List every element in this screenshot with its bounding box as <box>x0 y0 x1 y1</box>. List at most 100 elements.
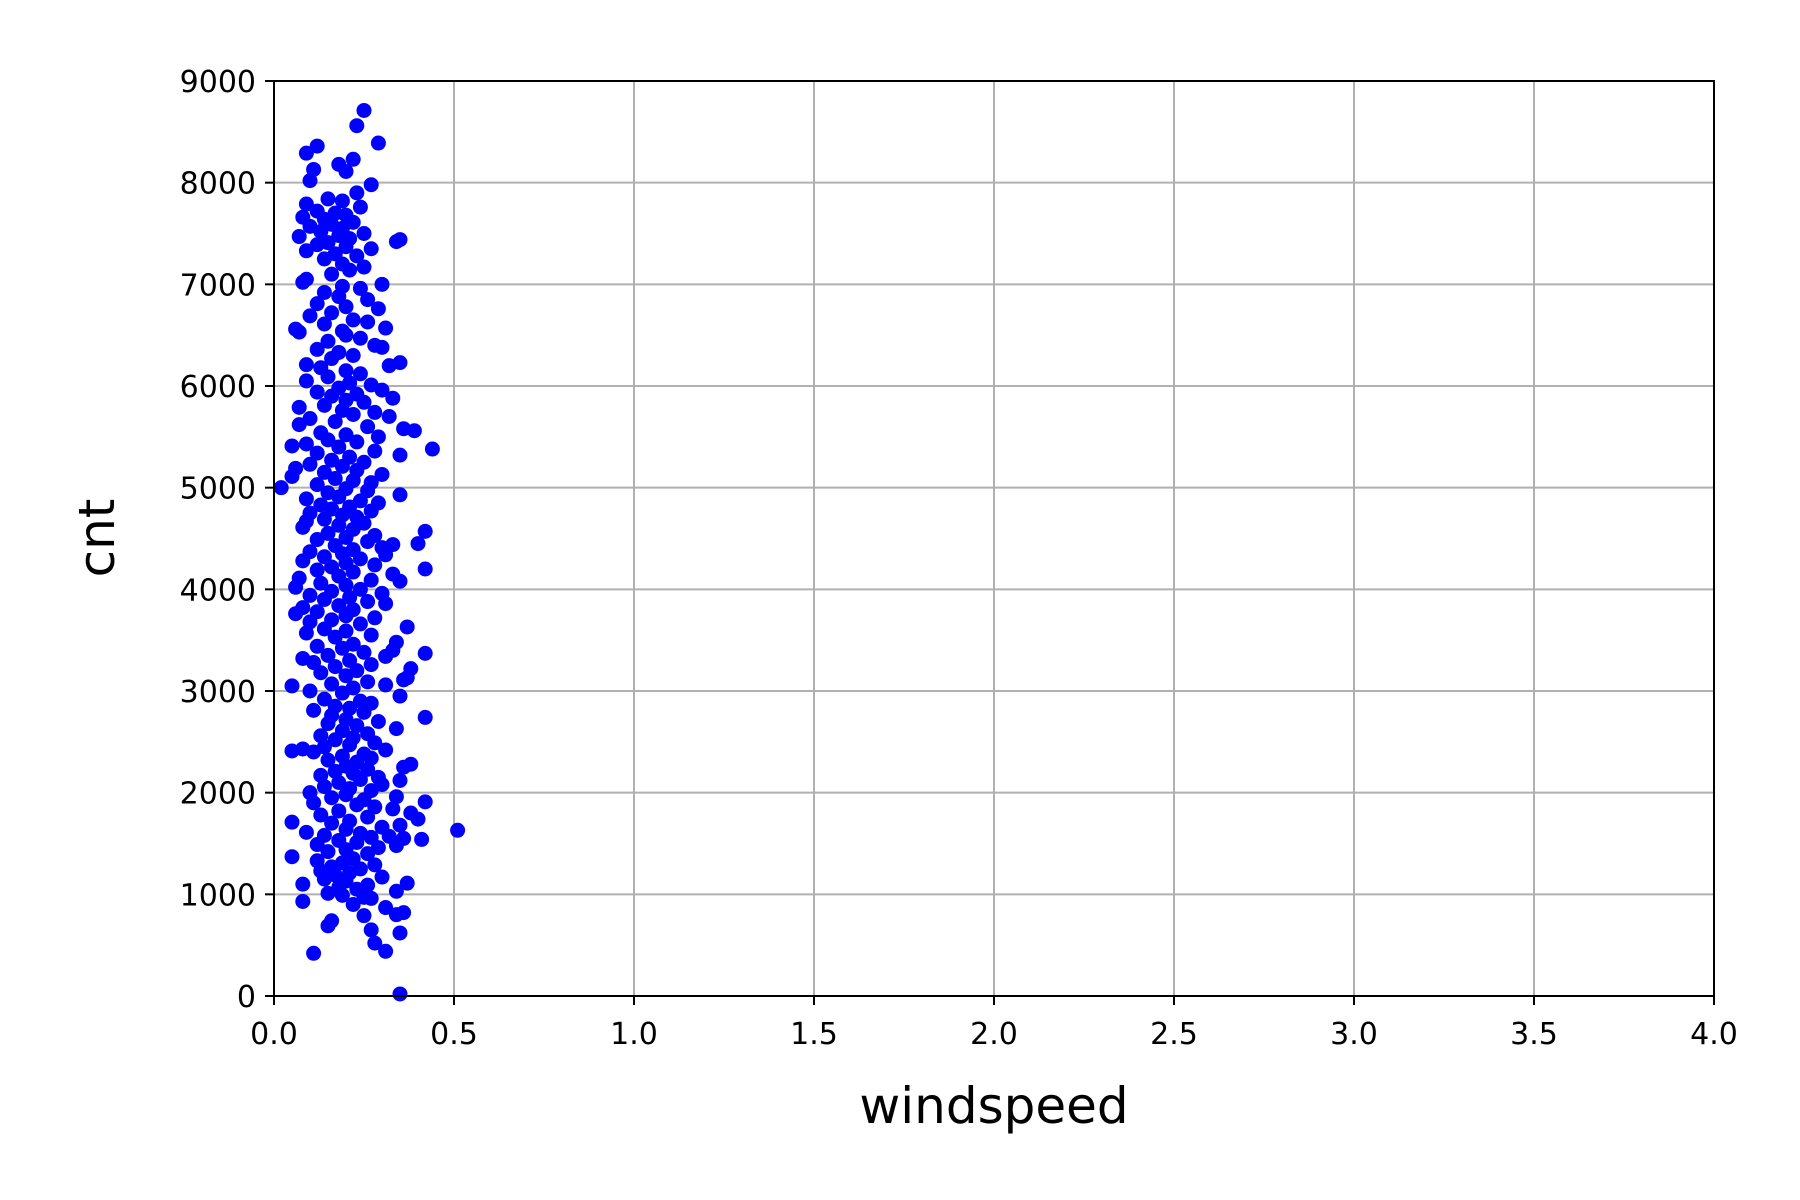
data-point <box>324 676 340 692</box>
data-point <box>316 621 332 637</box>
y-tick-label: 7000 <box>180 268 256 303</box>
data-point <box>302 456 318 472</box>
x-tick-label: 3.5 <box>1510 1017 1558 1052</box>
data-point <box>338 529 354 545</box>
data-point <box>392 986 408 1002</box>
data-point <box>327 659 343 675</box>
data-point <box>356 644 372 660</box>
data-point <box>302 683 318 699</box>
y-tick-label: 9000 <box>180 65 256 100</box>
data-point <box>356 394 372 410</box>
data-point <box>360 419 376 435</box>
data-point <box>360 534 376 550</box>
y-tick-label: 4000 <box>180 573 256 608</box>
data-point <box>417 523 433 539</box>
data-point <box>316 397 332 413</box>
data-point <box>349 834 365 850</box>
data-point <box>338 608 354 624</box>
data-point <box>349 118 365 134</box>
y-tick-label: 6000 <box>180 370 256 405</box>
data-point <box>327 414 343 430</box>
data-point <box>360 674 376 690</box>
data-point <box>298 436 314 452</box>
data-point <box>378 742 394 758</box>
y-tick-label: 2000 <box>180 777 256 812</box>
data-point <box>352 581 368 597</box>
data-point <box>334 193 350 209</box>
x-tick-label: 0.5 <box>430 1017 478 1052</box>
data-point <box>417 709 433 725</box>
data-point <box>334 887 350 903</box>
data-point <box>388 721 404 737</box>
data-point <box>417 794 433 810</box>
data-point <box>288 579 304 595</box>
data-point <box>356 704 372 720</box>
data-point <box>298 625 314 641</box>
data-point <box>306 945 322 961</box>
data-point <box>298 196 314 212</box>
data-point <box>349 248 365 264</box>
data-point <box>316 251 332 267</box>
data-point <box>385 801 401 817</box>
data-point <box>396 672 412 688</box>
data-point <box>338 577 354 593</box>
data-point <box>352 366 368 382</box>
data-point <box>352 280 368 296</box>
data-point <box>316 592 332 607</box>
data-point <box>324 351 340 367</box>
data-point <box>399 875 415 891</box>
data-point <box>378 900 394 916</box>
data-point <box>392 817 408 833</box>
data-point <box>313 575 329 591</box>
y-tick-label: 3000 <box>180 675 256 710</box>
data-point <box>331 439 347 455</box>
data-point <box>309 532 325 548</box>
data-point <box>381 358 397 374</box>
data-point <box>331 803 347 819</box>
data-point <box>327 471 343 487</box>
data-point <box>378 596 394 612</box>
data-point <box>295 553 311 569</box>
data-point <box>309 562 325 578</box>
data-point <box>298 357 314 373</box>
data-point <box>324 815 340 831</box>
data-point <box>288 606 304 622</box>
data-point <box>352 771 368 787</box>
data-point <box>370 429 386 445</box>
data-point <box>392 487 408 503</box>
data-point <box>410 811 426 827</box>
data-point <box>320 191 336 207</box>
data-point <box>316 691 332 707</box>
data-point <box>342 589 358 605</box>
data-point <box>331 517 347 533</box>
data-point <box>327 629 343 645</box>
data-point <box>298 145 314 161</box>
data-point <box>338 327 354 343</box>
data-point <box>392 573 408 589</box>
data-point <box>295 876 311 892</box>
x-axis-label: windspeed <box>859 1077 1128 1135</box>
data-point <box>363 922 379 938</box>
data-point <box>367 735 383 751</box>
data-point <box>302 173 318 189</box>
data-point <box>324 305 340 321</box>
data-point <box>363 890 379 906</box>
data-point <box>309 341 325 357</box>
data-point <box>367 557 383 573</box>
data-point <box>363 657 379 673</box>
x-tick-label: 3.0 <box>1330 1017 1378 1052</box>
data-point <box>349 185 365 201</box>
data-point <box>338 163 354 179</box>
data-point <box>367 443 383 459</box>
data-point <box>338 427 354 443</box>
data-point <box>309 296 325 312</box>
data-point <box>320 333 336 349</box>
data-point <box>417 561 433 577</box>
data-point <box>338 363 354 379</box>
data-point <box>370 135 386 151</box>
data-point <box>306 702 322 718</box>
x-tick-label: 2.5 <box>1150 1017 1198 1052</box>
data-point <box>306 795 322 811</box>
data-point <box>284 678 300 694</box>
axis-ticks: 0.0 0.5 1.0 1.5 2.0 2.5 3.0 3.5 4.0 0 1000 2000 3000… <box>180 65 1738 1052</box>
